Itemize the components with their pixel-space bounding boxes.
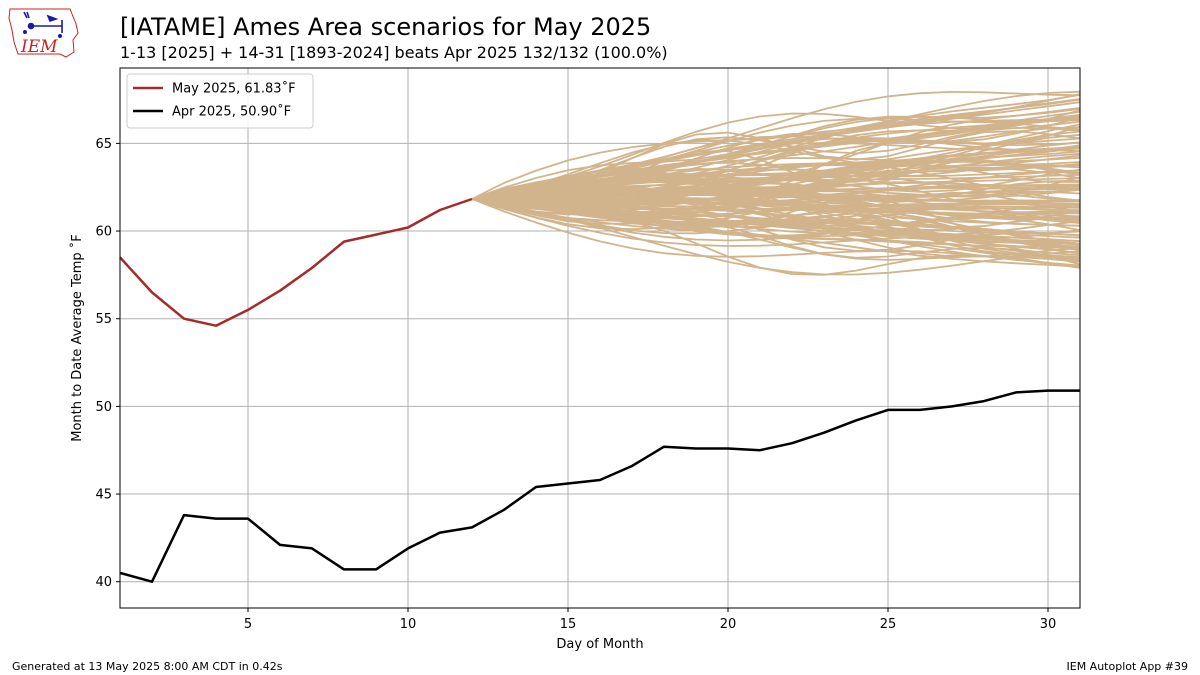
- scenario-line: [471, 146, 1081, 200]
- scenario-line: [471, 110, 1081, 200]
- x-tick-label: 20: [720, 617, 737, 632]
- scenario-line: [471, 194, 1081, 202]
- scenario-lines: [471, 90, 1081, 276]
- weather-station-icon: [22, 11, 63, 38]
- plot-area: [120, 68, 1080, 608]
- y-tick-label: 45: [95, 488, 112, 503]
- scenario-line: [471, 198, 1081, 236]
- axis-ticks: 5 10 15 20 25 30 40 45 50 55 60 65: [95, 137, 1056, 632]
- scenario-line: [471, 198, 1081, 267]
- y-tick-label: 40: [95, 575, 112, 590]
- footer-generated: Generated at 13 May 2025 8:00 AM CDT in …: [12, 660, 283, 673]
- legend: May 2025, 61.83˚F Apr 2025, 50.90˚F: [126, 73, 314, 129]
- series-lines: [119, 197, 1080, 583]
- scenario-line: [471, 198, 1081, 229]
- scenario-line: [471, 150, 1081, 200]
- scenario-line: [471, 198, 1081, 215]
- legend-label-may-2025: May 2025, 61.83˚F: [172, 81, 296, 97]
- x-axis-label: Day of Month: [556, 637, 643, 652]
- y-tick-label: 60: [95, 225, 112, 240]
- series-line-apr-2025: [119, 389, 1080, 583]
- chart-subtitle: 1-13 [2025] + 14-31 [1893-2024] beats Ap…: [120, 43, 668, 62]
- scenario-line: [471, 188, 1081, 200]
- x-tick-label: 30: [1040, 617, 1057, 632]
- grid: [120, 68, 1080, 608]
- y-tick-label: 50: [95, 400, 112, 415]
- logo-text: IEM: [20, 37, 58, 57]
- x-tick-label: 10: [400, 617, 417, 632]
- scenario-line: [471, 107, 1081, 200]
- y-tick-label: 55: [95, 312, 112, 327]
- series-line-may-2025: [119, 197, 473, 327]
- chart-title: [IATAME] Ames Area scenarios for May 202…: [120, 13, 651, 41]
- scenario-line: [471, 198, 1081, 247]
- x-tick-label: 15: [560, 617, 577, 632]
- scenario-line: [471, 198, 1081, 259]
- x-tick-label: 25: [880, 617, 897, 632]
- scenario-line: [471, 198, 1081, 268]
- scenario-line: [471, 184, 1081, 202]
- legend-label-apr-2025: Apr 2025, 50.90˚F: [172, 104, 291, 120]
- iem-logo: IEM: [8, 8, 79, 58]
- scenario-line: [471, 191, 1081, 248]
- scenario-line: [471, 163, 1081, 200]
- scenario-line: [471, 90, 1081, 200]
- legend-box: [126, 73, 314, 129]
- scenario-line: [471, 196, 1081, 224]
- y-axis-label: Month to Date Average Temp ˚F: [69, 234, 85, 442]
- x-tick-label: 5: [244, 617, 252, 632]
- plot-frame: [119, 67, 1081, 609]
- scenario-line: [471, 118, 1081, 200]
- iowa-state-outline: [8, 8, 79, 58]
- y-tick-label: 65: [95, 137, 112, 152]
- scenario-line: [471, 177, 1081, 200]
- scenario-line: [471, 90, 1081, 200]
- footer-app: IEM Autoplot App #39: [1067, 660, 1189, 673]
